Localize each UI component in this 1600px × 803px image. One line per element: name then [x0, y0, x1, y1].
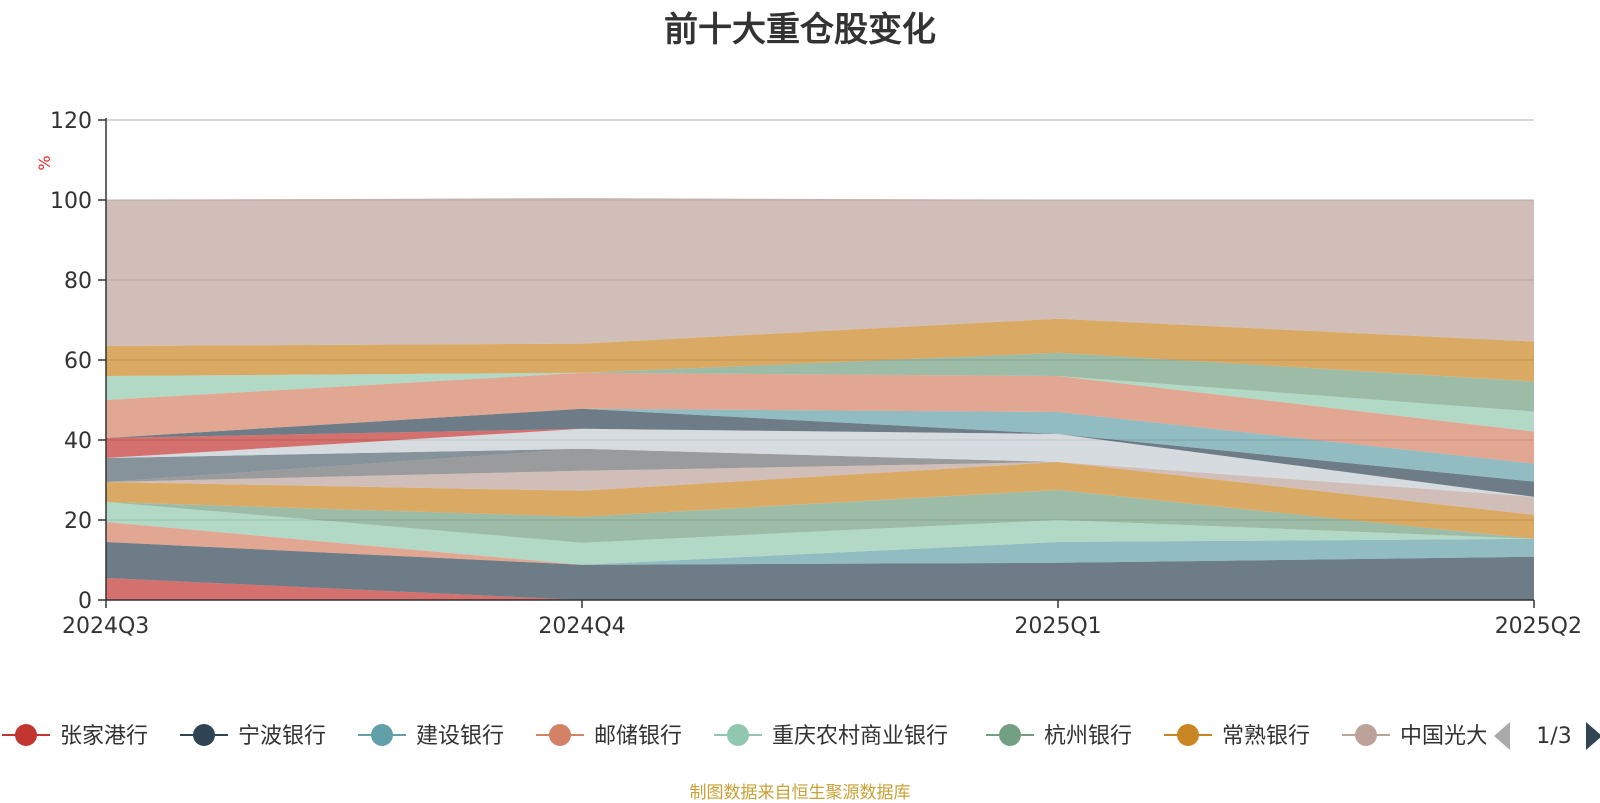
x-tick-label: 2025Q2 — [1495, 614, 1582, 639]
legend-dot-marker — [549, 724, 571, 746]
area-series — [106, 372, 1534, 432]
source-note: 制图数据来自恒生聚源数据库 — [689, 783, 911, 803]
legend-page-indicator: 1/3 — [1536, 724, 1571, 749]
legend-dot-marker — [371, 724, 393, 746]
legend-next-arrow-icon[interactable] — [1586, 722, 1600, 750]
legend-prev-arrow-icon[interactable] — [1494, 722, 1510, 750]
legend-dot-marker — [193, 724, 215, 746]
legend-item[interactable]: 杭州银行 — [986, 724, 1132, 749]
y-tick-label: 40 — [64, 429, 92, 454]
legend-dot-marker — [1355, 724, 1377, 746]
legend-item[interactable]: 中国光大 — [1342, 724, 1488, 749]
legend-item[interactable]: 建设银行 — [358, 724, 504, 749]
legend-dot-marker — [15, 724, 37, 746]
area-series — [106, 372, 1534, 464]
area-series — [106, 428, 1534, 497]
legend-item[interactable]: 邮储银行 — [536, 724, 682, 749]
legend-dot-marker — [727, 724, 749, 746]
legend-label: 重庆农村商业银行 — [772, 724, 948, 749]
area-series — [106, 318, 1534, 382]
legend-label: 张家港行 — [60, 724, 148, 749]
legend-label: 邮储银行 — [594, 724, 682, 749]
y-axis-unit-label: % — [35, 155, 54, 170]
legend-items: 张家港行 宁波银行 建设银行 邮储银行 重庆农村商业银行 杭州银行 常熟银行 中国光大 — [2, 724, 1488, 749]
area-series — [106, 490, 1534, 543]
legend-label: 宁波银行 — [238, 724, 326, 749]
legend-item[interactable]: 重庆农村商业银行 — [714, 724, 948, 749]
area-series — [106, 538, 1534, 565]
y-tick-label: 100 — [50, 189, 92, 214]
legend-layer: 张家港行 宁波银行 建设银行 邮储银行 重庆农村商业银行 杭州银行 常熟银行 中国光大 1/3 — [2, 722, 1600, 750]
x-tick-label: 2024Q4 — [538, 614, 625, 639]
area-series — [106, 462, 1534, 539]
y-tick-label: 80 — [64, 269, 92, 294]
legend-label: 建设银行 — [416, 724, 504, 749]
x-tick-label: 2025Q1 — [1014, 614, 1101, 639]
legend-label: 杭州银行 — [1044, 724, 1132, 749]
area-series — [106, 428, 1534, 497]
axis-layer: 0 20 40 60 80 100 120 2024Q3 2024Q4 2025Q1 2025Q2% — [35, 109, 1582, 639]
area-series — [106, 408, 1534, 482]
area-series — [106, 448, 1534, 497]
legend-dot-marker — [1177, 724, 1199, 746]
area-series — [106, 542, 1534, 600]
legend-item[interactable]: 宁波银行 — [180, 724, 326, 749]
legend-item[interactable]: 张家港行 — [2, 724, 148, 749]
area-series — [106, 408, 1534, 497]
legend-label: 常熟银行 — [1222, 724, 1310, 749]
chart-title: 前十大重仓股变化 — [664, 10, 936, 50]
y-tick-label: 20 — [64, 509, 92, 534]
legend-item[interactable]: 常熟银行 — [1164, 724, 1310, 749]
series-layer — [106, 198, 1534, 600]
legend-dot-marker — [999, 724, 1021, 746]
area-series — [106, 462, 1534, 515]
legend-label: 中国光大 — [1400, 724, 1488, 749]
area-series — [106, 198, 1534, 346]
x-tick-label: 2024Q3 — [62, 614, 149, 639]
y-tick-label: 0 — [78, 589, 92, 614]
area-series — [106, 502, 1534, 565]
y-tick-label: 120 — [50, 109, 92, 134]
area-series — [106, 352, 1534, 412]
y-tick-label: 60 — [64, 349, 92, 374]
